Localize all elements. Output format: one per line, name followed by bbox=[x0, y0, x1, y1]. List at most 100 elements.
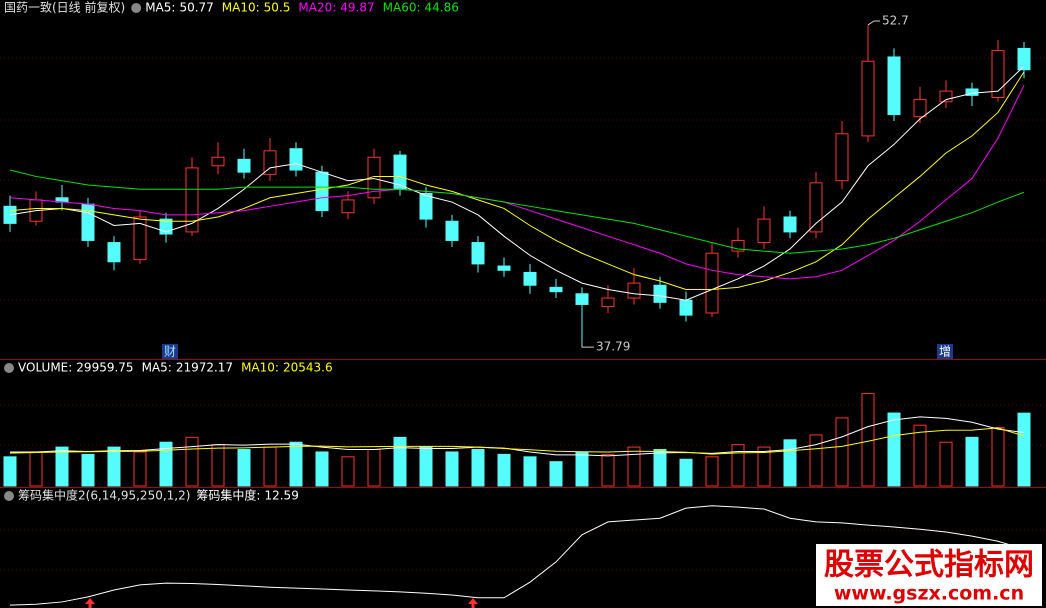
series-line bbox=[9, 65, 1025, 301]
annotation-leader bbox=[867, 20, 880, 26]
legend-name: MA5: bbox=[145, 1, 175, 15]
volume-bar bbox=[185, 436, 199, 487]
volume-bar bbox=[419, 446, 433, 487]
watermark: 股票公式指标网 www.gszx.com.cn bbox=[816, 544, 1042, 606]
header-icon bbox=[131, 3, 142, 13]
legend-value: 50.77 bbox=[179, 1, 213, 15]
volume-bar bbox=[809, 434, 823, 487]
candle-body bbox=[653, 284, 667, 303]
volume-bar bbox=[55, 446, 69, 487]
candle-body bbox=[289, 148, 303, 171]
volume-bar bbox=[133, 451, 147, 487]
series-line bbox=[9, 169, 1025, 254]
candle-body bbox=[445, 220, 459, 241]
volume-bar bbox=[861, 393, 875, 487]
chart-title: 国药一致(日线 前复权) bbox=[4, 0, 125, 15]
legend-value: 49.87 bbox=[340, 1, 374, 15]
legend-name: VOLUME: bbox=[18, 361, 72, 375]
legend-name: MA60: bbox=[383, 1, 421, 15]
candle-body bbox=[575, 293, 589, 305]
volume-bar bbox=[627, 446, 641, 487]
candle-body bbox=[601, 297, 615, 308]
candle-body bbox=[861, 60, 875, 137]
legend-name: 筹码集中度: bbox=[196, 488, 260, 503]
annotation-box bbox=[162, 344, 178, 359]
annotation-box bbox=[937, 344, 953, 359]
candle-body bbox=[315, 171, 329, 212]
candle-body bbox=[731, 239, 745, 252]
volume-bar bbox=[757, 446, 771, 487]
legend-value: 12.59 bbox=[264, 489, 298, 503]
volume-bar bbox=[81, 453, 95, 487]
volume-bar bbox=[159, 441, 173, 487]
volume-bar bbox=[3, 456, 17, 487]
volume-bar bbox=[1017, 412, 1031, 487]
volume-bar bbox=[289, 441, 303, 487]
series-line bbox=[9, 71, 1025, 291]
volume-bar bbox=[497, 453, 511, 487]
volume-bar bbox=[783, 439, 797, 487]
signal-arrow bbox=[85, 598, 95, 608]
legend-name: MA10: bbox=[241, 361, 279, 375]
annotation: 增 bbox=[939, 345, 951, 359]
volume-bar bbox=[835, 417, 849, 487]
legend-value: 21972.17 bbox=[176, 361, 233, 375]
volume-bar bbox=[991, 427, 1005, 487]
series-line bbox=[9, 427, 1025, 455]
candle-body bbox=[523, 271, 537, 286]
volume-bar bbox=[445, 451, 459, 487]
candle-body bbox=[913, 99, 927, 118]
candle-body bbox=[419, 193, 433, 220]
legend-name: MA5: bbox=[142, 361, 172, 375]
candle-body bbox=[627, 282, 641, 299]
volume-bar bbox=[601, 453, 615, 487]
candle-body bbox=[211, 156, 225, 167]
legend-name: MA20: bbox=[298, 1, 336, 15]
legend-name: MA10: bbox=[222, 1, 260, 15]
signal-arrow bbox=[468, 598, 478, 608]
low-label: 37.79 bbox=[596, 340, 630, 354]
candle-body bbox=[991, 50, 1005, 99]
candle-body bbox=[757, 218, 771, 244]
volume-bar bbox=[29, 451, 43, 487]
header-icon bbox=[4, 491, 14, 501]
volume-bar bbox=[549, 461, 563, 487]
volume-bar bbox=[913, 424, 927, 487]
volume-bar bbox=[341, 456, 355, 487]
candle-body bbox=[367, 156, 381, 199]
candle-body bbox=[1017, 47, 1031, 71]
legend-value: 44.86 bbox=[425, 1, 459, 15]
volume-bar bbox=[731, 444, 745, 487]
watermark-title: 股票公式指标网 bbox=[824, 548, 1034, 583]
volume-bar bbox=[107, 446, 121, 487]
high-label: 52.7 bbox=[882, 13, 909, 27]
candle-body bbox=[263, 150, 277, 175]
candle-body bbox=[185, 167, 199, 233]
candle-body bbox=[341, 199, 355, 214]
legend-value: 50.5 bbox=[264, 1, 291, 15]
candle-body bbox=[965, 88, 979, 96]
candle-body bbox=[783, 216, 797, 233]
candle-body bbox=[133, 216, 147, 261]
legend-value: 29959.75 bbox=[76, 361, 133, 375]
candle-body bbox=[107, 242, 121, 263]
candle-body bbox=[939, 90, 953, 103]
volume-bar bbox=[367, 449, 381, 487]
volume-bar bbox=[705, 456, 719, 487]
legend-value: 20543.6 bbox=[283, 361, 333, 375]
series-line bbox=[9, 85, 1025, 280]
volume-bar bbox=[523, 456, 537, 487]
annotation-leader bbox=[581, 343, 594, 348]
volume-bar bbox=[211, 444, 225, 487]
watermark-box bbox=[816, 544, 1042, 606]
candle-body bbox=[835, 133, 849, 182]
candle-body bbox=[887, 56, 901, 116]
volume-bar bbox=[887, 412, 901, 487]
candle-body bbox=[471, 242, 485, 265]
candle-body bbox=[679, 299, 693, 316]
volume-bar bbox=[315, 451, 329, 487]
watermark-url: www.gszx.com.cn bbox=[834, 583, 1024, 605]
volume-bar bbox=[965, 436, 979, 487]
